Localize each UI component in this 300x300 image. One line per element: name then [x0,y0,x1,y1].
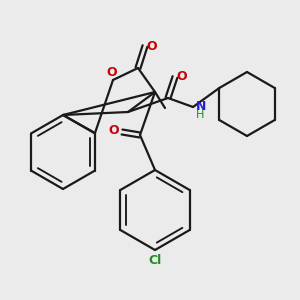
Text: Cl: Cl [148,254,162,266]
Text: O: O [107,67,117,80]
Text: O: O [147,40,157,52]
Text: O: O [177,70,187,83]
Text: H: H [196,110,204,120]
Text: N: N [196,100,206,112]
Text: O: O [109,124,119,136]
